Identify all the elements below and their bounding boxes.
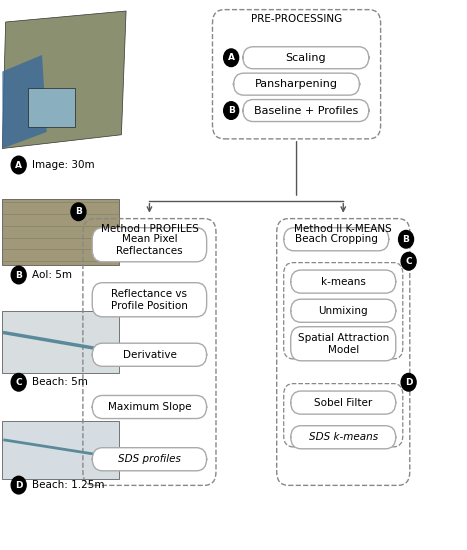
FancyBboxPatch shape [28,88,75,126]
Circle shape [401,373,416,391]
FancyBboxPatch shape [92,228,207,262]
Text: Maximum Slope: Maximum Slope [108,402,191,412]
Circle shape [224,49,239,67]
Text: Beach: 5m: Beach: 5m [32,377,88,387]
Circle shape [224,102,239,119]
Text: SDS k-means: SDS k-means [309,432,378,442]
Text: C: C [405,257,412,266]
Text: Scaling: Scaling [286,53,326,63]
FancyBboxPatch shape [290,270,396,293]
FancyBboxPatch shape [290,426,396,449]
Circle shape [401,252,416,270]
Text: Pansharpening: Pansharpening [255,79,338,89]
Text: Sobel Filter: Sobel Filter [314,398,372,408]
Text: B: B [15,271,22,279]
Text: B: B [75,207,82,216]
FancyBboxPatch shape [290,391,396,414]
Text: PRE-PROCESSING: PRE-PROCESSING [251,14,342,24]
Text: A: A [15,161,22,169]
Text: AoI: 5m: AoI: 5m [32,270,72,280]
FancyBboxPatch shape [284,228,389,251]
Text: D: D [405,378,412,387]
Text: SDS profiles: SDS profiles [118,454,181,464]
Text: k-means: k-means [321,277,366,287]
Text: Method I PROFILES: Method I PROFILES [100,224,198,234]
FancyBboxPatch shape [92,283,207,317]
Text: Reflectance vs
Profile Position: Reflectance vs Profile Position [111,289,188,311]
Circle shape [71,203,86,221]
FancyBboxPatch shape [92,343,207,366]
FancyBboxPatch shape [2,199,119,265]
FancyBboxPatch shape [92,448,207,471]
FancyBboxPatch shape [92,395,207,419]
Text: D: D [15,481,22,490]
Polygon shape [2,55,47,148]
Text: Method II K-MEANS: Method II K-MEANS [294,224,392,234]
Text: B: B [228,106,234,115]
Circle shape [11,156,26,174]
FancyBboxPatch shape [2,311,119,373]
Text: Beach Cropping: Beach Cropping [295,234,378,244]
Text: C: C [15,378,22,387]
FancyBboxPatch shape [2,421,119,478]
Text: Beach: 1.25m: Beach: 1.25m [32,480,104,490]
Circle shape [399,230,414,248]
Circle shape [11,373,26,391]
Circle shape [11,476,26,494]
Text: Image: 30m: Image: 30m [32,160,94,170]
Text: Spatial Attraction
Model: Spatial Attraction Model [297,333,389,355]
Polygon shape [2,11,126,148]
FancyBboxPatch shape [243,47,369,69]
FancyBboxPatch shape [243,100,369,122]
Text: Derivative: Derivative [122,350,177,360]
Text: Mean Pixel
Reflectances: Mean Pixel Reflectances [116,234,183,256]
Text: A: A [228,53,234,62]
Text: Unmixing: Unmixing [318,306,368,316]
Circle shape [11,266,26,284]
FancyBboxPatch shape [290,327,396,361]
FancyBboxPatch shape [290,299,396,322]
Text: B: B [403,235,410,244]
Text: Baseline + Profiles: Baseline + Profiles [254,106,358,116]
FancyBboxPatch shape [234,73,360,95]
